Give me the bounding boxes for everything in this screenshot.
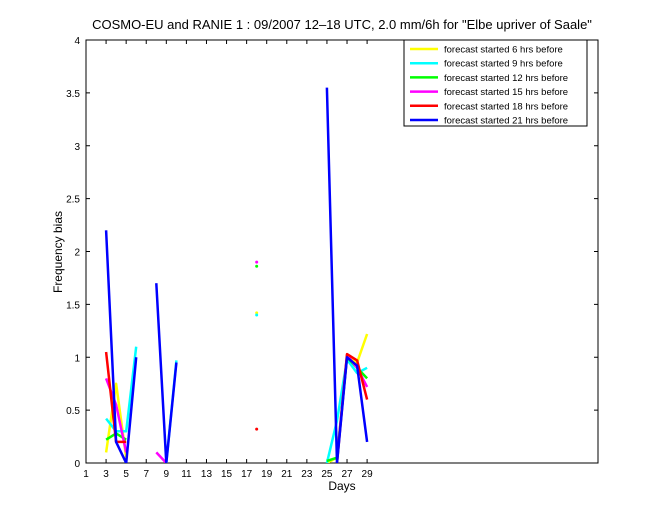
chart-title: COSMO-EU and RANIE 1 : 09/2007 12–18 UTC…	[92, 17, 592, 32]
y-tick-label-5: 2.5	[66, 195, 80, 206]
x-tick-label-13: 27	[341, 469, 353, 480]
legend-label-0: forecast started 6 hrs before	[444, 45, 563, 56]
series-0-point-2	[255, 311, 259, 315]
series-5-line-2	[325, 87, 369, 463]
x-tick-label-5: 11	[181, 469, 192, 480]
axis-ticks: 1 3 5 7 9 11 13 15 17 19 21 23 25 27 2900.511.522.533.…	[66, 36, 598, 480]
x-tick-label-10: 21	[281, 469, 293, 480]
legend-label-2: forecast started 12 hrs before	[444, 73, 568, 84]
legend: forecast started 6 hrs before forecast st…	[403, 39, 588, 127]
x-tick-label-12: 25	[321, 469, 333, 480]
y-tick-label-0: 0	[74, 459, 80, 470]
y-tick-label-6: 3	[74, 142, 80, 153]
legend-label-4: forecast started 18 hrs before	[444, 101, 568, 112]
x-tick-label-11: 23	[301, 469, 313, 480]
series-2-point-1	[255, 264, 259, 268]
x-tick-label-7: 15	[221, 469, 233, 480]
y-tick-label-4: 2	[74, 248, 80, 259]
series-3-point-2	[255, 260, 259, 264]
y-axis-label: Frequency bias	[51, 211, 65, 293]
series-3-line-1	[155, 451, 168, 463]
x-tick-label-14: 29	[362, 469, 374, 480]
legend-label-5: forecast started 21 hrs before	[444, 116, 568, 127]
y-tick-label-7: 3.5	[66, 89, 80, 100]
y-tick-label-2: 1	[74, 353, 80, 364]
x-axis-label: Days	[328, 479, 355, 493]
series-1-point-2	[255, 313, 259, 317]
x-tick-label-3: 7	[143, 469, 149, 480]
y-tick-label-1: 0.5	[66, 406, 80, 417]
series-4-point-1	[255, 427, 259, 431]
legend-label-1: forecast started 9 hrs before	[444, 59, 563, 70]
series-5-line-1	[155, 283, 178, 463]
series-5-line-0	[104, 230, 138, 463]
y-tick-label-8: 4	[74, 36, 80, 47]
x-tick-label-4: 9	[164, 469, 170, 480]
series-5	[104, 87, 369, 463]
legend-box	[403, 39, 588, 127]
x-tick-label-0: 1	[83, 469, 89, 480]
y-tick-label-3: 1.5	[66, 300, 80, 311]
legend-label-3: forecast started 15 hrs before	[444, 87, 568, 98]
x-tick-label-8: 17	[241, 469, 253, 480]
x-tick-label-2: 5	[123, 469, 129, 480]
x-tick-label-1: 3	[103, 469, 109, 480]
series-lines	[104, 87, 369, 463]
x-tick-label-6: 13	[201, 469, 213, 480]
x-tick-label-9: 19	[261, 469, 273, 480]
